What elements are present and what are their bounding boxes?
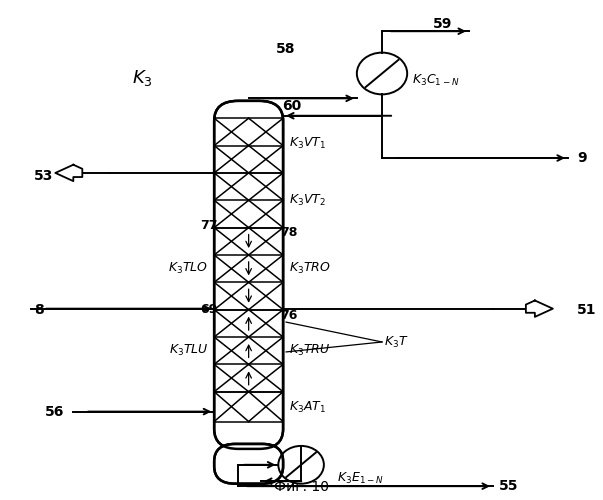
Text: $K_3$: $K_3$ xyxy=(132,68,153,88)
Text: 58: 58 xyxy=(276,42,296,56)
Text: 9: 9 xyxy=(577,151,587,165)
Text: 60: 60 xyxy=(282,99,301,113)
Text: $K_3AT_1$: $K_3AT_1$ xyxy=(289,400,326,415)
Text: 51: 51 xyxy=(577,302,596,316)
Text: $K_3T$: $K_3T$ xyxy=(384,334,408,349)
Text: $K_3TRU$: $K_3TRU$ xyxy=(289,343,330,358)
Text: 69: 69 xyxy=(200,303,217,316)
Text: $K_3VT_2$: $K_3VT_2$ xyxy=(289,192,326,208)
Text: 76: 76 xyxy=(280,309,297,322)
Text: 56: 56 xyxy=(45,404,64,418)
Text: $K_3TRO$: $K_3TRO$ xyxy=(289,262,331,276)
Text: $K_3VT_1$: $K_3VT_1$ xyxy=(289,136,326,150)
Polygon shape xyxy=(55,164,83,181)
Text: 53: 53 xyxy=(34,170,54,183)
Polygon shape xyxy=(526,300,553,317)
Text: $K_3C_{1-N}$: $K_3C_{1-N}$ xyxy=(412,74,459,88)
Text: 77: 77 xyxy=(200,218,217,232)
Text: $K_3TLO$: $K_3TLO$ xyxy=(168,262,208,276)
FancyBboxPatch shape xyxy=(214,444,283,484)
Text: 55: 55 xyxy=(499,479,519,493)
Text: 8: 8 xyxy=(34,302,44,316)
Text: 59: 59 xyxy=(433,17,452,31)
Text: Фиг. 10: Фиг. 10 xyxy=(274,480,329,494)
Text: $K_3E_{1-N}$: $K_3E_{1-N}$ xyxy=(337,471,384,486)
Text: 78: 78 xyxy=(280,226,297,239)
Text: $K_3TLU$: $K_3TLU$ xyxy=(169,343,208,358)
FancyBboxPatch shape xyxy=(214,101,283,449)
